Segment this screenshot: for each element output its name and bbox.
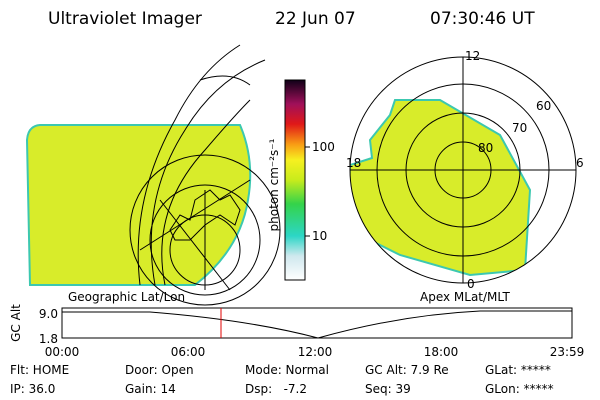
lat-label: 80 <box>478 141 493 155</box>
mlt-label: 6 <box>576 156 584 170</box>
title: Ultraviolet Imager <box>48 9 202 29</box>
status-field: Mode: Normal <box>245 363 329 377</box>
y-label: 9.0 <box>39 307 58 321</box>
status-field: Gain: 14 <box>125 382 176 396</box>
time-label: 18:00 <box>424 345 459 359</box>
mlt-label: 0 <box>467 277 475 291</box>
time-label: 12:00 <box>298 345 333 359</box>
colorbar-tick: 10 <box>312 229 327 243</box>
time-label: 23:59 <box>550 345 585 359</box>
mlt-label: 12 <box>465 49 480 63</box>
axis-label: GC Alt <box>9 304 23 342</box>
panel-label: Geographic Lat/Lon <box>68 290 185 304</box>
panel-label: Apex MLat/MLT <box>420 290 510 304</box>
lat-label: 60 <box>536 99 551 113</box>
colorbar: 100 10 photon cm⁻²s⁻¹ <box>267 79 335 281</box>
time: 07:30:46 UT <box>430 9 535 29</box>
status-field: Flt: HOME <box>10 363 69 377</box>
status-field: GLon: ***** <box>485 382 554 396</box>
status-field: Seq: 39 <box>365 382 411 396</box>
y-label: 1.8 <box>39 332 58 346</box>
mlt-label: 18 <box>346 156 361 170</box>
geographic-map: Geographic Lat/Lon <box>25 44 281 306</box>
status-field: GC Alt: 7.9 Re <box>365 363 449 377</box>
status-field: GLat: ***** <box>485 363 551 377</box>
time-label: 00:00 <box>45 345 80 359</box>
status-field: IP: 36.0 <box>10 382 55 396</box>
status: Flt: HOME Door: Open Mode: Normal GC Alt… <box>10 363 554 396</box>
lat-label: 70 <box>512 121 527 135</box>
colorbar-label: photon cm⁻²s⁻¹ <box>267 138 281 231</box>
altitude-plot: GC Alt 9.0 1.8 00:00 06:00 12:00 18:00 2… <box>9 304 584 359</box>
status-field: Door: Open <box>125 363 194 377</box>
time-label: 06:00 <box>171 345 206 359</box>
status-field: Dsp: -7.2 <box>245 382 307 396</box>
polar-map: 12 18 6 0 60 70 80 Apex MLat/MLT <box>346 49 584 304</box>
date: 22 Jun 07 <box>275 9 356 29</box>
colorbar-tick: 100 <box>312 140 335 154</box>
